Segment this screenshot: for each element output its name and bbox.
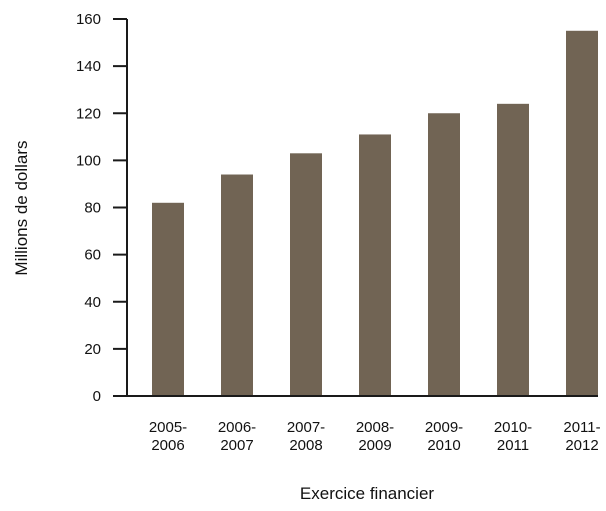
bar: [566, 30, 598, 396]
bar: [290, 153, 322, 396]
y-axis: 0 20 40 60 80 100 120 140 160: [76, 11, 128, 405]
x-tick-label: 2009: [358, 437, 391, 454]
x-tick-label: 2008-: [356, 419, 394, 436]
x-tick-label: 2008: [289, 437, 322, 454]
y-tick-label: 100: [76, 152, 101, 169]
y-tick-label: 140: [76, 58, 101, 75]
x-tick-label: 2011: [497, 437, 529, 454]
bars: [152, 30, 598, 397]
bar: [497, 103, 529, 396]
y-tick-label: 40: [84, 294, 101, 311]
y-tick-label: 0: [93, 388, 101, 405]
bar: [152, 202, 184, 396]
y-tick-label: 120: [76, 105, 101, 122]
y-axis-title: Millions de dollars: [12, 140, 31, 275]
x-tick-label: 2010: [427, 437, 460, 454]
x-tick-label: 2006-: [218, 419, 256, 436]
x-axis: 2005-2006 2006-2007 2007-2008 2008-2009 2009…: [113, 395, 601, 454]
bar: [359, 134, 391, 397]
x-tick-label: 2010-: [494, 419, 532, 436]
y-tick-label: 60: [84, 247, 101, 264]
y-tick-label: 160: [76, 11, 101, 28]
bar: [221, 174, 253, 396]
x-tick-label: 2006: [151, 437, 184, 454]
x-tick-label: 2009-: [425, 419, 463, 436]
x-tick-label: 2007: [220, 437, 253, 454]
y-tick-label: 20: [84, 341, 101, 358]
x-tick-label: 2005-: [149, 419, 187, 436]
y-tick-label: 80: [84, 200, 101, 217]
x-axis-title: Exercice financier: [300, 484, 435, 503]
x-tick-label: 2011-: [563, 419, 600, 436]
x-tick-label: 2012: [565, 437, 598, 454]
bar: [428, 113, 460, 396]
x-tick-label: 2007-: [287, 419, 325, 436]
